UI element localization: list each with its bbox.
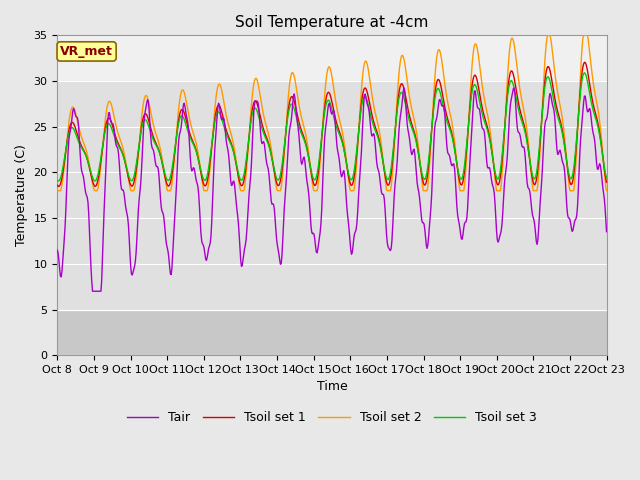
Tair [177,128,184,134]
Y-axis label: Temperature (C): Temperature (C) [15,144,28,246]
X-axis label: Time: Time [317,381,348,394]
Tsoil set 3 [177,114,184,120]
Tair [89,288,97,294]
Tsoil set 2 [205,173,213,179]
Tsoil set 2 [177,93,184,99]
Tsoil set 2 [399,54,407,60]
Tsoil set 3 [54,178,62,184]
Tsoil set 1 [64,132,72,138]
Tsoil set 3 [64,134,72,140]
Tsoil set 2 [64,126,72,132]
Tsoil set 3 [580,70,588,76]
Tair [54,247,61,253]
Bar [58,310,607,355]
Tsoil set 1 [55,183,63,189]
Tsoil set 3 [54,178,61,183]
Tsoil set 1 [580,60,588,65]
Line: Tair: Tair [58,88,607,291]
Tair [415,194,423,200]
Tsoil set 1 [603,180,611,185]
Tsoil set 2 [603,188,611,193]
Tsoil set 1 [399,84,407,89]
Tsoil set 1 [205,165,213,170]
Line: Tsoil set 3: Tsoil set 3 [58,73,607,181]
Tsoil set 3 [121,157,129,163]
Tsoil set 1 [54,182,61,188]
Line: Tsoil set 2: Tsoil set 2 [58,36,607,191]
Tsoil set 3 [415,156,423,162]
Tsoil set 2 [54,188,62,193]
Tsoil set 1 [415,157,423,163]
Tsoil set 2 [544,33,552,38]
Line: Tsoil set 1: Tsoil set 1 [58,62,607,186]
Tair [205,243,213,249]
Tsoil set 2 [121,153,129,158]
Tsoil set 3 [603,175,611,180]
Tsoil set 2 [54,187,61,192]
Tsoil set 3 [399,93,407,98]
Legend: Tair, Tsoil set 1, Tsoil set 2, Tsoil set 3: Tair, Tsoil set 1, Tsoil set 2, Tsoil se… [122,406,542,429]
Tair [603,229,611,235]
Text: VR_met: VR_met [60,45,113,58]
Tair [399,87,407,93]
Tair [121,195,129,201]
Tsoil set 1 [177,109,184,115]
Tsoil set 1 [121,157,129,163]
Title: Soil Temperature at -4cm: Soil Temperature at -4cm [236,15,429,30]
Tair [63,167,71,172]
Tair [510,85,518,91]
Tsoil set 2 [415,154,423,159]
Tsoil set 3 [205,160,213,166]
Bar [58,81,607,310]
